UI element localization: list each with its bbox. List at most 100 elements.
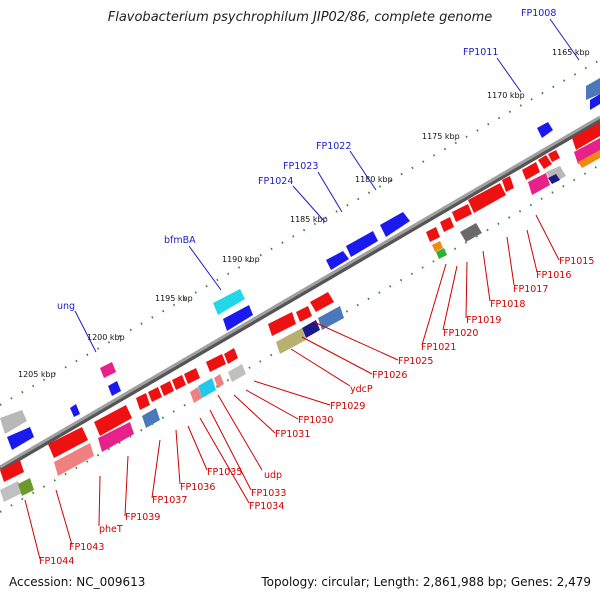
gene-reverse — [528, 173, 550, 195]
gene-label: FP1021 — [421, 342, 456, 353]
gene-reverse — [574, 138, 600, 164]
gene-reverse — [572, 122, 600, 150]
gene-label: FP1016 — [536, 270, 571, 281]
gene-reverse — [190, 387, 202, 403]
genome-summary-text: Topology: circular; Length: 2,861,988 bp… — [261, 575, 591, 589]
scale-label: 1190 kbp — [222, 255, 260, 264]
gene-label: FP1015 — [559, 256, 594, 267]
gene-label: FP1011 — [463, 47, 498, 58]
gene-reverse — [0, 481, 22, 502]
gene-reverse — [0, 460, 24, 482]
gene-reverse — [432, 241, 443, 252]
gene-label: FP1035 — [207, 467, 242, 478]
gene-label: ung — [57, 301, 75, 312]
scale-label: 1165 kbp — [552, 48, 590, 57]
gene-reverse — [228, 364, 246, 382]
reverse-genes — [0, 122, 600, 502]
genome-backbone-shadow — [0, 116, 600, 472]
gene-label: FP1023 — [283, 161, 318, 172]
gene-reverse — [538, 155, 552, 169]
gene-reverse — [296, 306, 312, 322]
forward-gene-labels: FP1008 FP1011 FP1022 FP1023 FP1024 bfmBA… — [57, 8, 556, 312]
gene-reverse — [98, 422, 134, 452]
gene-reverse — [426, 227, 440, 242]
gene-forward — [223, 305, 253, 331]
gene-forward — [346, 231, 378, 257]
gene-reverse — [160, 381, 174, 396]
gene-forward — [537, 122, 553, 138]
gene-label: FP1043 — [69, 542, 104, 553]
gene-label: FP1031 — [275, 429, 310, 440]
gene-reverse — [276, 328, 306, 354]
gene-label: FP1026 — [372, 370, 407, 381]
gene-reverse — [206, 354, 226, 372]
gene-label: FP1018 — [490, 299, 525, 310]
gene-forward — [586, 78, 600, 100]
gene-reverse — [268, 312, 296, 336]
gene-forward — [0, 410, 27, 434]
gene-reverse — [522, 162, 540, 180]
gene-label: FP1034 — [249, 501, 284, 512]
gene-reverse — [502, 176, 514, 192]
gene-forward — [590, 94, 600, 110]
gene-forward — [70, 404, 80, 417]
gene-reverse — [148, 387, 162, 402]
map-title: Flavobacterium psychrophilum JIP02/86, c… — [107, 10, 493, 25]
gene-reverse — [548, 150, 560, 162]
gene-label: pheT — [99, 524, 123, 535]
gene-label: FP1044 — [39, 556, 74, 567]
reverse-gene-labels: FP1015 FP1016 FP1017 FP1018 FP1019 FP102… — [39, 256, 594, 567]
gene-reverse — [18, 478, 34, 496]
gene-reverse — [94, 405, 132, 436]
gene-label: ydcP — [350, 384, 373, 395]
gene-forward — [108, 381, 121, 396]
gene-reverse — [54, 443, 94, 476]
gene-reverse — [224, 348, 238, 364]
gene-label: FP1033 — [251, 488, 286, 499]
gene-reverse — [460, 223, 482, 242]
forward-genes — [0, 78, 600, 450]
reverse-callouts — [24, 214, 560, 560]
gene-forward — [380, 212, 410, 237]
gene-label: FP1019 — [466, 315, 501, 326]
forward-callouts — [74, 18, 580, 353]
gene-label: FP1020 — [443, 328, 478, 339]
gene-reverse — [310, 292, 334, 312]
gene-reverse — [214, 374, 224, 388]
gene-reverse — [548, 174, 560, 184]
forward-tick-track — [0, 59, 600, 406]
accession-text: Accession: NC_009613 — [9, 575, 146, 589]
scale-label: 1185 kbp — [290, 215, 328, 224]
gene-reverse — [436, 248, 447, 259]
gene-label: FP1036 — [180, 482, 215, 493]
gene-label: FP1037 — [152, 495, 187, 506]
gene-label: FP1022 — [316, 141, 351, 152]
gene-label: FP1029 — [330, 401, 365, 412]
gene-reverse — [452, 204, 472, 222]
gene-label: FP1025 — [398, 356, 433, 367]
gene-reverse — [578, 150, 600, 168]
gene-label: udp — [264, 470, 282, 481]
gene-label: FP1017 — [513, 284, 548, 295]
gene-reverse — [142, 408, 160, 428]
gene-reverse — [48, 427, 88, 458]
genome-backbone — [0, 115, 600, 469]
gene-reverse — [302, 320, 320, 338]
gene-label: bfmBA — [164, 235, 196, 246]
gene-reverse — [172, 375, 186, 390]
scale-label: 1175 kbp — [422, 132, 460, 141]
gene-reverse — [318, 306, 344, 330]
gene-forward — [326, 251, 349, 270]
gene-reverse — [440, 217, 454, 232]
gene-forward — [7, 427, 34, 450]
gene-forward — [213, 289, 245, 315]
gene-label: FP1008 — [521, 8, 556, 19]
gene-reverse — [468, 183, 506, 213]
gene-reverse — [184, 368, 200, 384]
scale-label: 1200 kbp — [87, 333, 125, 342]
scale-label: 1180 kbp — [355, 175, 393, 184]
scale-label: 1205 kbp — [18, 370, 56, 379]
gene-reverse — [136, 393, 150, 410]
scale-label: 1170 kbp — [487, 91, 525, 100]
